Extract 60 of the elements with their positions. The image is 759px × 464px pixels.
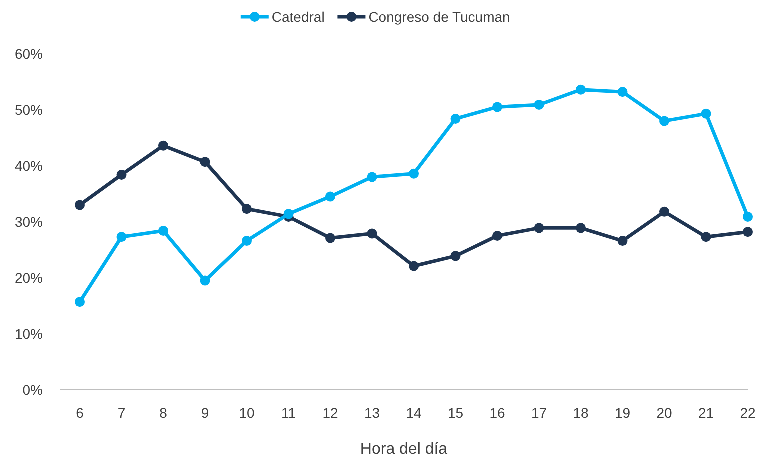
point [116,232,127,242]
point [367,172,378,182]
x-tick-label: 7 [118,405,126,421]
point [409,261,419,272]
point [200,157,210,168]
x-tick-label: 22 [740,405,756,421]
point [75,200,85,210]
point [576,84,586,95]
x-tick-label: 15 [448,405,464,421]
x-tick-label: 8 [160,405,168,421]
point [158,226,168,236]
point [618,236,628,246]
point [492,102,502,112]
x-tick-label: 13 [364,405,380,421]
x-tick-label: 20 [656,405,672,421]
point [75,297,85,308]
y-tick-label: 20% [14,270,43,286]
y-tick-label: 40% [14,158,43,174]
legend-label: Catedral [272,8,325,25]
point [701,108,712,119]
point [743,227,753,238]
x-tick-label: 11 [281,405,296,421]
x-tick-label: 18 [573,405,589,421]
point [743,212,753,222]
x-tick-label: 6 [76,405,84,421]
x-tick-label: 19 [614,405,631,421]
point [158,140,168,151]
point [284,209,294,220]
x-tick-label: 12 [322,405,338,421]
y-tick-label: 10% [14,326,43,342]
point [701,232,712,242]
point [409,168,419,179]
point [242,204,252,214]
point [242,236,252,246]
point [116,170,127,180]
x-tick-label: 9 [201,405,210,421]
point [576,223,586,234]
x-tick-label: 17 [531,405,548,421]
x-axis-title: Hora del día [360,441,448,458]
point [660,206,670,217]
y-tick-label: 0% [22,382,43,398]
x-tick-label: 21 [698,405,714,421]
x-tick-label: 10 [239,405,255,421]
y-tick-label: 30% [14,214,43,230]
x-tick-label: 16 [490,405,506,421]
point [326,233,336,244]
point [618,87,628,98]
point [367,228,378,239]
point [450,251,461,262]
y-tick-label: 60% [14,46,43,62]
point [660,116,670,126]
legend-label: Congreso de Tucuman [368,8,510,25]
point [200,276,210,286]
point [534,100,544,110]
point [450,114,461,124]
point [534,223,544,234]
x-tick-label: 14 [406,405,422,421]
point [326,192,336,202]
y-tick-label: 50% [14,102,43,118]
point [492,231,502,241]
